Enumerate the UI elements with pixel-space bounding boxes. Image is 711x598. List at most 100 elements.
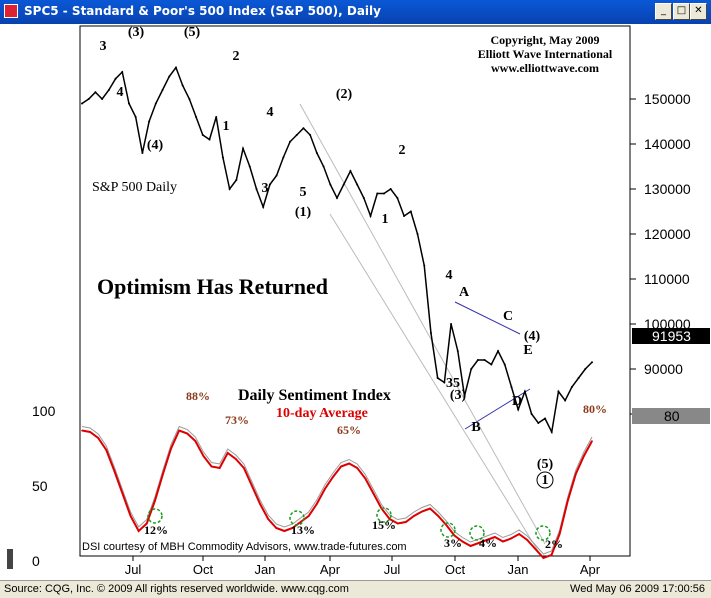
dsi-point	[324, 488, 326, 490]
dsi-point	[251, 485, 253, 487]
price-point	[181, 84, 184, 87]
price-point	[141, 152, 144, 154]
dsi-point	[81, 429, 83, 432]
dsi-point	[583, 455, 585, 457]
price-point	[295, 134, 298, 136]
dsi-point	[210, 465, 213, 468]
wave-label-19: C	[503, 309, 513, 324]
price-point	[315, 152, 318, 154]
dsi-point	[307, 515, 310, 517]
dsi-annotation-0: 88%	[186, 389, 210, 403]
x-tick-label-7: Apr	[580, 562, 601, 577]
dsi-point	[105, 449, 108, 451]
wave-label-13: 1	[382, 212, 389, 227]
price-point	[409, 210, 412, 213]
price-point	[584, 368, 587, 370]
dsi-annotation-7: 3%	[444, 536, 462, 550]
dsi-point	[429, 507, 431, 510]
price-point	[376, 192, 379, 195]
price-point	[517, 408, 520, 411]
last-price-value: 91953	[652, 328, 691, 344]
app-icon	[4, 4, 18, 18]
dsi-subtitle: 10-day Average	[276, 406, 368, 421]
dsi-point	[518, 533, 520, 535]
dsi-point	[162, 473, 164, 475]
price-point	[436, 377, 439, 379]
wave-label-15: 35	[446, 376, 460, 391]
wave-label-17: A	[459, 285, 470, 300]
dsi-extreme-marker	[440, 522, 456, 538]
price-point	[544, 417, 547, 420]
dsi-extreme-marker	[289, 510, 305, 526]
scroll-marker[interactable]	[7, 549, 13, 569]
channel-line-upper	[299, 103, 546, 545]
dsi-point	[575, 473, 577, 475]
price-point	[530, 413, 533, 415]
price-point	[470, 368, 473, 370]
dsi-point	[494, 536, 496, 538]
last-price-badge	[632, 328, 710, 344]
chart-frame: S&P 500 Daily Optimism Has Returned Copy…	[0, 24, 711, 580]
maximize-glyph: □	[676, 5, 687, 16]
price-point	[369, 215, 372, 217]
price-point	[221, 156, 224, 159]
dsi-point	[372, 492, 375, 495]
price-point	[577, 377, 580, 379]
price-point	[523, 390, 526, 393]
dsi-extreme-marker	[376, 507, 392, 523]
x-tick-label-4: Jul	[384, 562, 401, 577]
dsi-point	[340, 465, 342, 468]
minimize-icon[interactable]: _	[655, 3, 672, 20]
price-point	[450, 323, 453, 325]
price-point	[188, 98, 191, 100]
price-point	[476, 359, 479, 361]
dsi-point	[145, 522, 148, 525]
y-tick-label-0: 150000	[644, 91, 691, 107]
dsi-credit: DSI courtesy of MBH Commodity Advisors, …	[82, 541, 407, 553]
dsi-point	[405, 521, 407, 523]
dsi-y-tick-2: 0	[32, 553, 40, 569]
dsi-annotation-1: 73%	[225, 413, 249, 427]
x-tick-label-5: Oct	[445, 562, 466, 577]
dsi-point	[502, 540, 504, 543]
price-point	[389, 188, 392, 190]
price-point	[490, 363, 493, 366]
price-point	[550, 431, 553, 433]
price-point	[356, 183, 359, 186]
dsi-point	[469, 545, 472, 547]
dsi-point	[477, 542, 480, 544]
dsi-point	[137, 530, 140, 532]
dsi-point	[129, 515, 132, 517]
price-point	[195, 116, 198, 118]
price-point	[403, 215, 406, 217]
dsi-annotation-8: 4%	[479, 536, 497, 550]
price-point	[349, 170, 352, 172]
dsi-point	[461, 540, 464, 543]
dsi-point	[218, 467, 221, 469]
window-titlebar: SPC5 - Standard & Poor's 500 Index (S&P …	[0, 0, 711, 24]
price-point	[174, 66, 177, 69]
price-point	[121, 71, 124, 73]
dsi-point	[445, 524, 448, 526]
dsi-point	[388, 518, 391, 520]
price-point	[342, 183, 345, 186]
wave-label-3: (4)	[147, 138, 164, 153]
dsi-point	[413, 515, 415, 517]
status-bar: Source: CQG, Inc. © 2009 All rights rese…	[0, 580, 711, 598]
price-point	[148, 120, 151, 123]
dsi-point	[485, 539, 488, 541]
price-point	[510, 386, 513, 388]
price-point	[107, 89, 110, 91]
close-icon[interactable]: ✕	[690, 3, 707, 20]
wave-label-14: 4	[446, 268, 453, 283]
close-glyph: ✕	[694, 5, 703, 16]
price-point	[416, 233, 419, 235]
price-point	[591, 361, 593, 364]
dsi-extreme-marker	[469, 525, 485, 541]
dsi-y-tick-1: 50	[32, 478, 48, 494]
wave-label-11: (2)	[336, 87, 353, 102]
dsi-point	[226, 452, 229, 454]
wave-label-1: (3)	[128, 25, 145, 40]
maximize-icon[interactable]: □	[673, 3, 690, 20]
price-point	[497, 350, 500, 352]
